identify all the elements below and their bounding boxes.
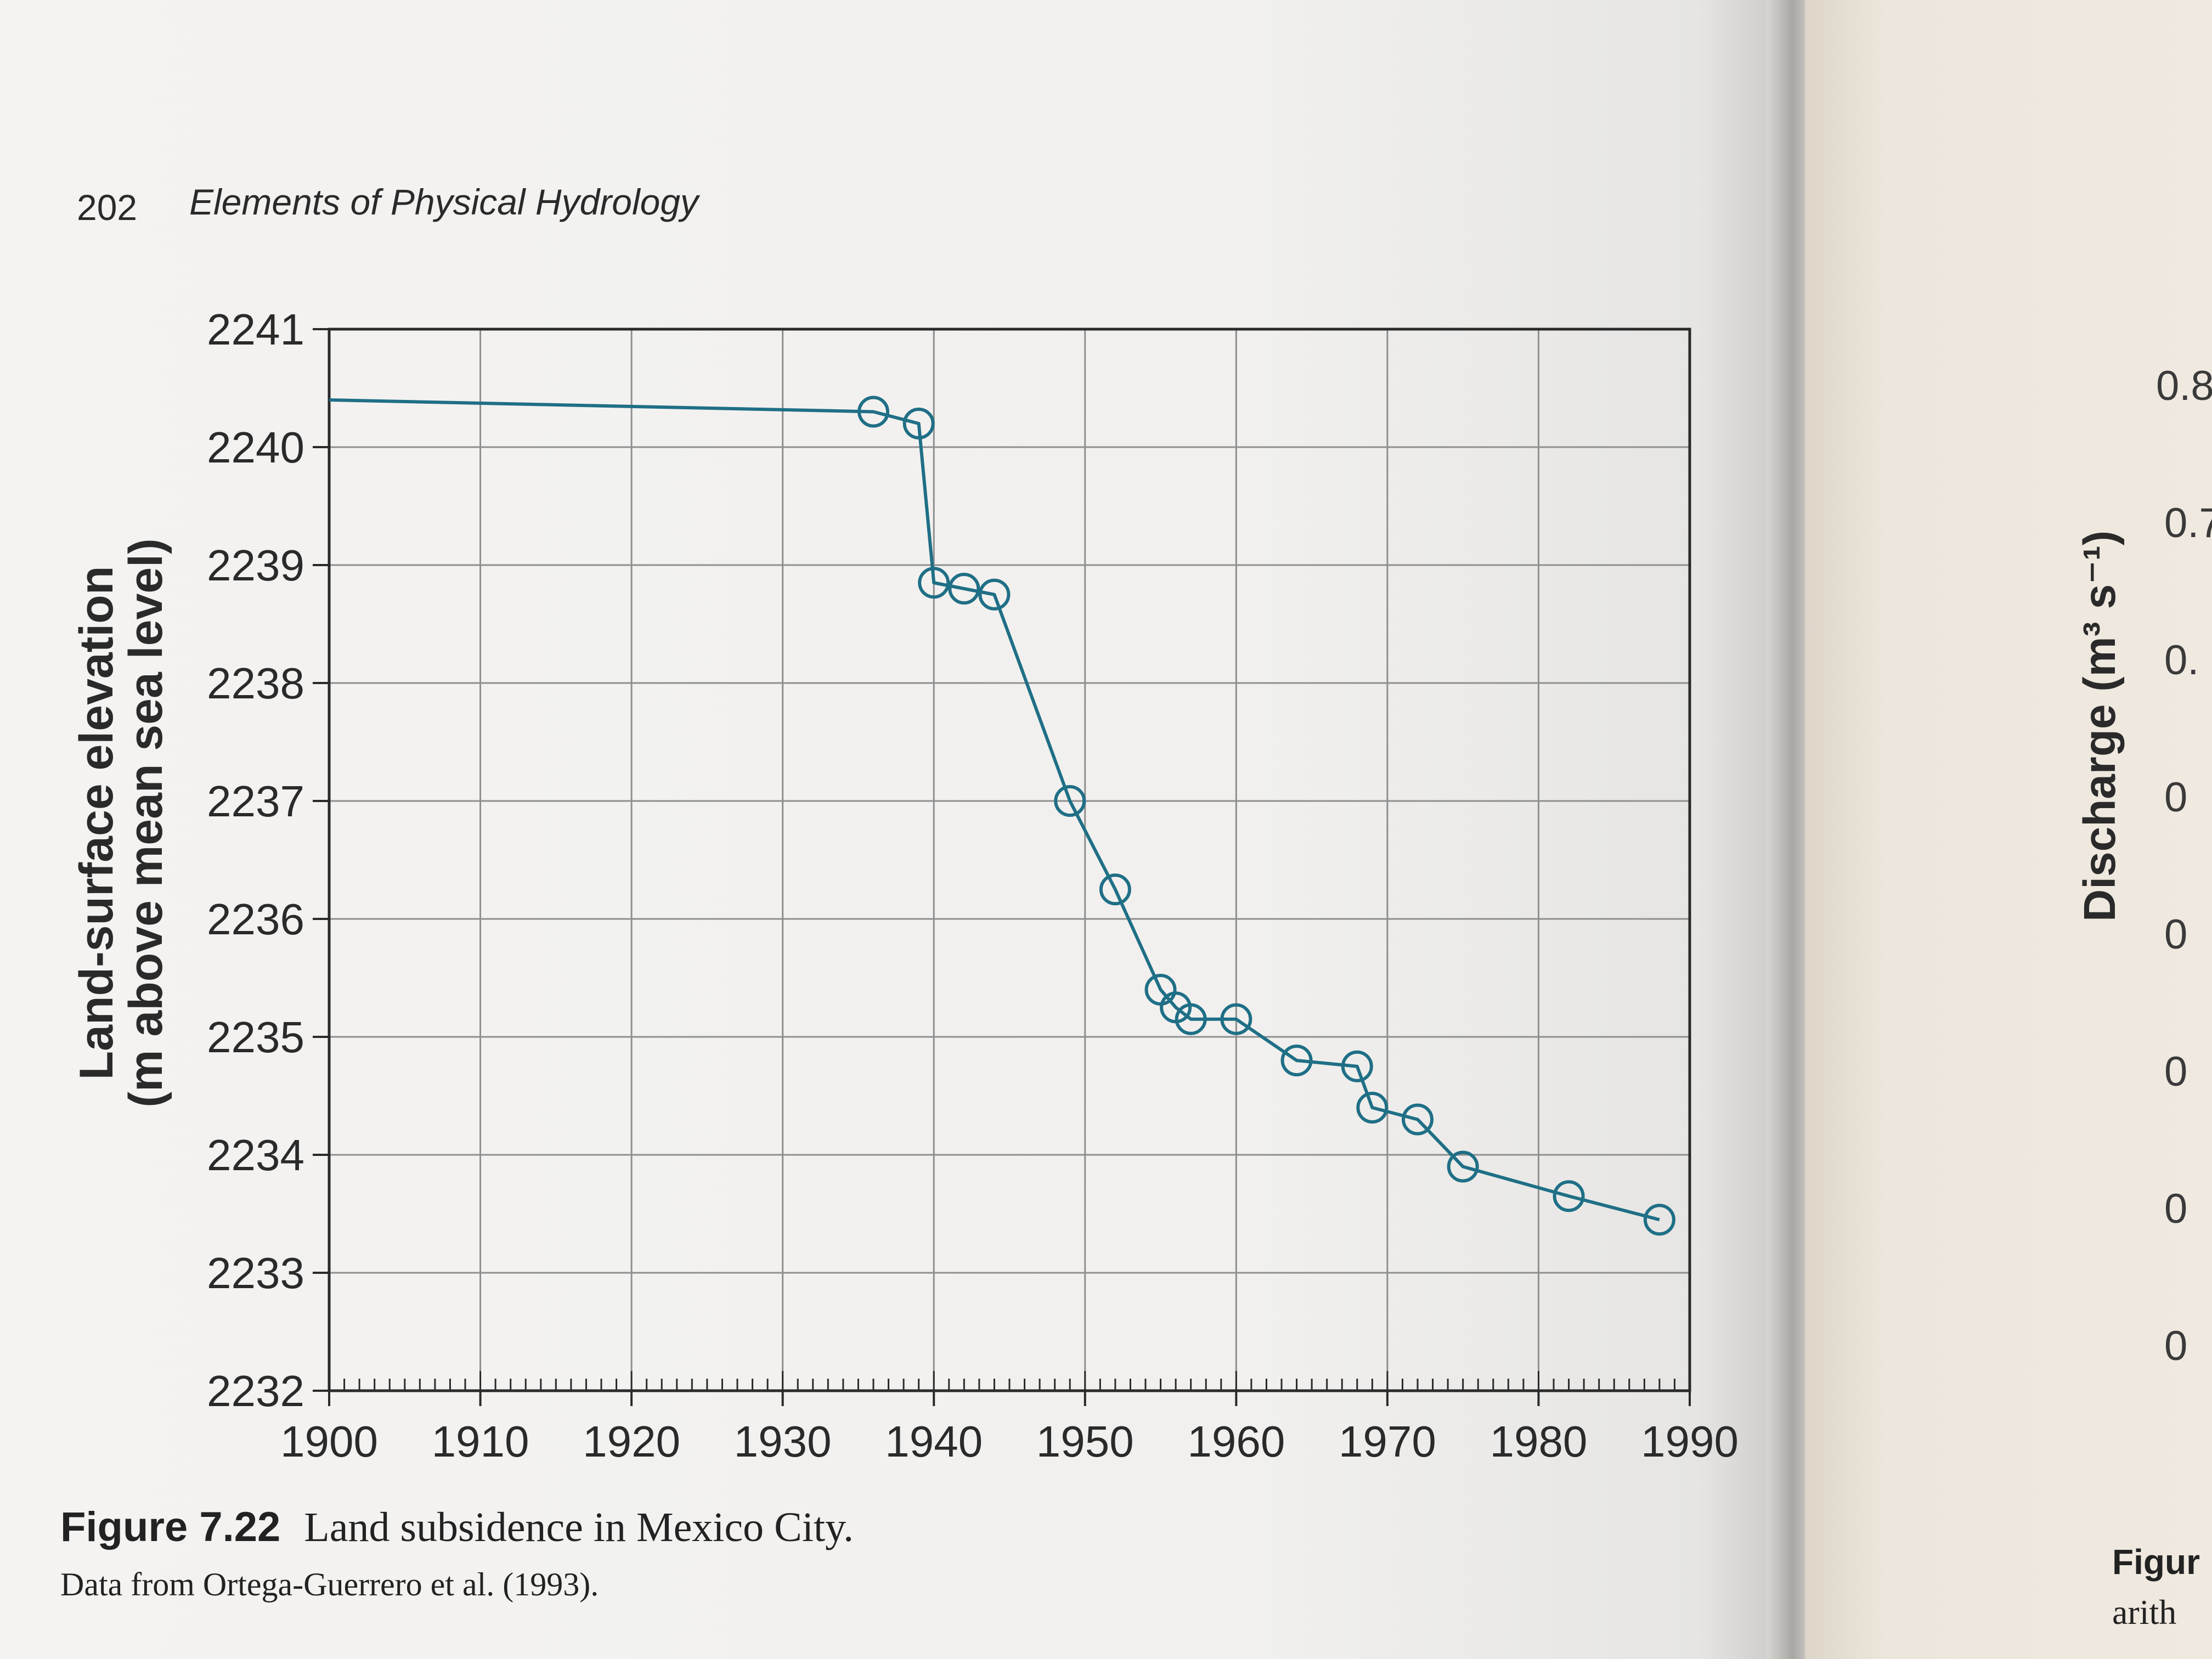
facing-caption: Figur arith — [2112, 1542, 2200, 1633]
figure-label: Figure 7.22 — [60, 1504, 281, 1550]
facing-tick-label: 0 — [2164, 911, 2188, 958]
book-page — [0, 0, 1788, 1659]
facing-page — [1805, 0, 2212, 1659]
data-point-marker — [1447, 1150, 1479, 1183]
y-tick-label: 2232 — [207, 1367, 304, 1415]
x-tick-label: 1920 — [583, 1417, 680, 1466]
y-axis-ticks: 2232 2233 2234 2235 2236 2237 2238 2239 2240 2241 — [207, 305, 329, 1415]
figure-caption: Figure 7.22 Land subsidence in Mexico Ci… — [60, 1503, 854, 1604]
data-point-marker — [1175, 1003, 1207, 1035]
data-point-marker — [1553, 1180, 1585, 1212]
facing-tick-label: 0.7 — [2164, 500, 2212, 546]
data-point-marker — [1643, 1204, 1675, 1236]
y-tick-label: 2240 — [207, 423, 304, 472]
data-point-marker — [857, 396, 889, 428]
y-tick-label: 2235 — [207, 1013, 304, 1062]
x-tick-label: 1990 — [1641, 1417, 1739, 1466]
series-markers — [857, 396, 1675, 1236]
x-tick-label: 1940 — [885, 1417, 983, 1466]
data-point-marker — [978, 578, 1011, 611]
facing-tick-label: 0 — [2164, 1186, 2188, 1232]
plot-frame — [328, 328, 1691, 1392]
data-point-marker — [1402, 1103, 1434, 1136]
caption-text: Land subsidence in Mexico City. — [304, 1504, 854, 1550]
y-tick-label: 2234 — [207, 1131, 304, 1180]
data-point-marker — [1099, 873, 1131, 906]
x-tick-label: 1910 — [432, 1417, 529, 1466]
data-point-marker — [1341, 1050, 1373, 1082]
book-gutter — [1767, 0, 1810, 1659]
y-tick-label: 2236 — [207, 895, 304, 944]
caption-source: Data from Ortega-Guerrero et al. (1993). — [60, 1566, 599, 1602]
data-point-marker — [1356, 1092, 1389, 1124]
y-axis-title-line1: Land-surface elevation — [70, 566, 123, 1080]
x-tick-label: 1980 — [1489, 1417, 1587, 1466]
x-tick-label: 1930 — [734, 1417, 832, 1466]
facing-tick-label: 0 — [2164, 1048, 2188, 1095]
data-point-marker — [918, 567, 950, 599]
y-tick-label: 2233 — [207, 1249, 304, 1297]
data-point-marker — [1220, 1003, 1252, 1035]
subsidence-chart: 2232 2233 2234 2235 2236 2237 2238 2239 2240 2241… — [70, 305, 1739, 1466]
x-tick-label: 1970 — [1339, 1417, 1436, 1466]
x-tick-label: 1950 — [1036, 1417, 1134, 1466]
x-minor-ticks — [328, 1371, 1691, 1391]
facing-caption-fragment-2: arith — [2112, 1593, 2177, 1632]
y-tick-label: 2241 — [207, 305, 304, 354]
data-point-marker — [1054, 785, 1086, 817]
facing-tick-label: 0. — [2164, 637, 2199, 684]
facing-tick-label: 0.8 — [2156, 363, 2212, 409]
facing-caption-fragment-1: Figur — [2112, 1542, 2200, 1582]
data-point-marker — [902, 408, 935, 439]
x-tick-label: 1960 — [1187, 1417, 1285, 1466]
y-tick-label: 2238 — [207, 659, 304, 708]
data-point-marker — [948, 573, 980, 605]
running-head: Elements of Physical Hydrology — [189, 182, 699, 222]
y-tick-label: 2237 — [207, 777, 304, 826]
x-axis-ticks: 1900 1910 1920 1930 1940 1950 1960 1970 1980 1990 — [280, 1391, 1739, 1466]
page-number: 202 — [77, 187, 138, 228]
x-tick-label: 1900 — [280, 1417, 378, 1466]
data-point-marker — [1280, 1045, 1313, 1076]
series-line — [329, 398, 1660, 1222]
facing-axis-title: Discharge (m³ s⁻¹) — [2075, 530, 2125, 922]
facing-tick-label: 0 — [2164, 1323, 2188, 1369]
chart-grid — [328, 328, 1691, 1392]
caption-main: Figure 7.22 Land subsidence in Mexico Ci… — [60, 1503, 854, 1551]
y-axis-title-line2: (m above mean sea level) — [120, 538, 172, 1107]
facing-tick-label: 0 — [2164, 774, 2188, 821]
y-tick-label: 2239 — [207, 541, 304, 590]
